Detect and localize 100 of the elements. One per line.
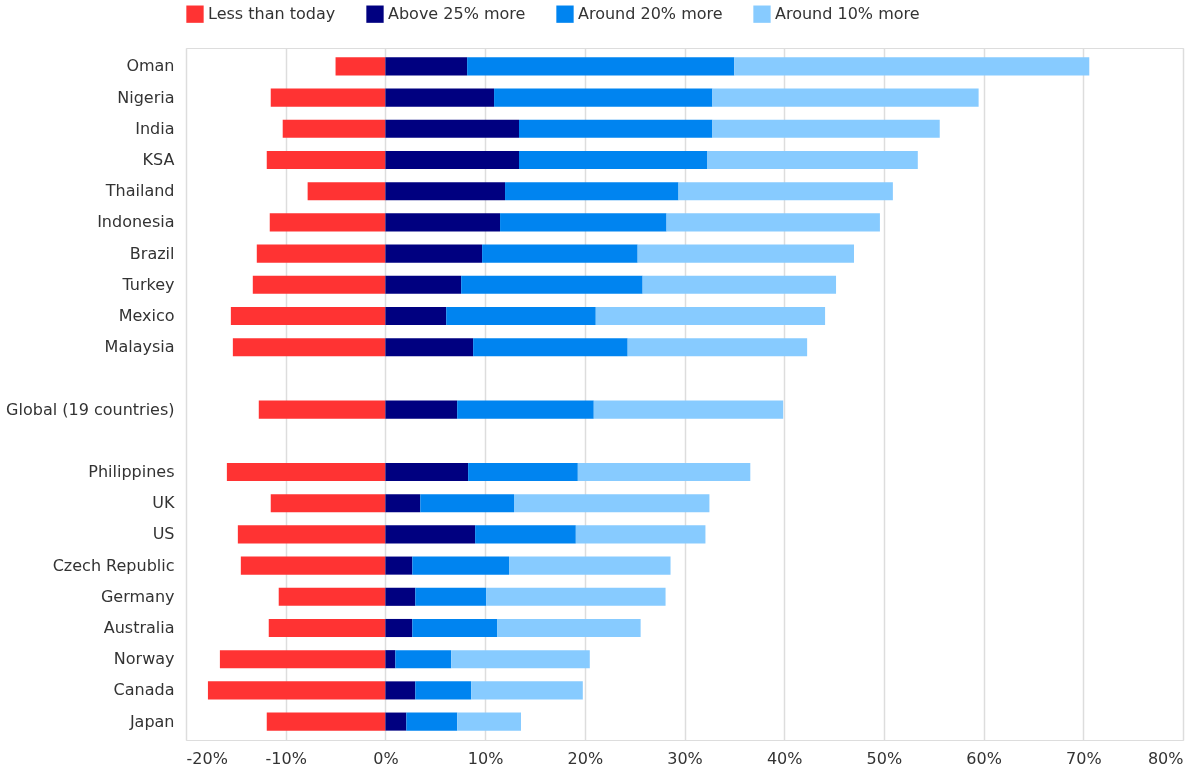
bar xyxy=(385,57,468,76)
bar xyxy=(269,213,386,232)
x-tick-label: 50% xyxy=(866,748,903,768)
bar xyxy=(593,400,784,419)
bar xyxy=(385,119,519,138)
bar xyxy=(637,244,854,263)
bar xyxy=(278,587,386,606)
bar xyxy=(219,650,386,669)
bar xyxy=(468,462,578,482)
x-tick-label: 10% xyxy=(467,748,504,768)
y-tick-label: Malaysia xyxy=(104,337,175,357)
x-tick-label: -10% xyxy=(265,748,307,768)
bar xyxy=(497,618,641,638)
bar xyxy=(451,650,590,669)
bar xyxy=(471,681,583,700)
bar xyxy=(666,213,880,232)
x-tick-label: 80% xyxy=(1147,748,1184,768)
bar xyxy=(270,88,386,107)
bar xyxy=(712,88,979,107)
bar xyxy=(678,182,893,201)
bar xyxy=(412,618,498,638)
bar xyxy=(519,119,713,138)
y-tick-label: Indonesia xyxy=(97,212,175,232)
y-tick-label: Australia xyxy=(103,617,175,637)
bar xyxy=(385,556,413,575)
bar xyxy=(240,556,386,575)
x-tick-label: 30% xyxy=(667,748,703,768)
bar xyxy=(385,618,413,638)
y-tick-label: UK xyxy=(152,493,176,513)
bar xyxy=(256,244,386,263)
bar xyxy=(270,494,386,513)
y-tick-label: Oman xyxy=(126,56,175,76)
bar xyxy=(505,182,679,201)
bar xyxy=(385,712,407,731)
bar xyxy=(266,150,386,170)
bar xyxy=(494,88,713,107)
y-tick-label: Philippines xyxy=(88,462,175,481)
y-tick-label: Mexico xyxy=(118,306,175,325)
bar xyxy=(258,400,386,419)
y-tick-label: Germany xyxy=(100,586,175,606)
legend-label: Around 20% more xyxy=(578,4,723,24)
x-tick-label: 60% xyxy=(966,748,1002,768)
bar xyxy=(461,275,643,294)
bar xyxy=(412,556,510,575)
bar xyxy=(406,712,458,731)
y-tick-label: Brazil xyxy=(129,243,175,263)
x-tick-label: 70% xyxy=(1066,748,1102,768)
bar xyxy=(415,587,487,606)
bar xyxy=(467,57,735,76)
bar xyxy=(577,462,751,482)
bar xyxy=(385,681,416,700)
bar xyxy=(482,244,638,263)
bar xyxy=(252,275,386,294)
x-tick-label: 0% xyxy=(373,748,399,768)
bar xyxy=(446,306,596,326)
y-tick-label: India xyxy=(135,118,175,138)
bar xyxy=(595,306,826,326)
y-tick-label: Global (19 countries) xyxy=(6,399,175,419)
bar xyxy=(457,712,521,731)
bar xyxy=(385,275,462,294)
y-tick-label: Norway xyxy=(113,649,175,669)
y-tick-label: US xyxy=(152,524,175,544)
bar xyxy=(385,338,474,357)
bar xyxy=(575,525,706,544)
y-tick-label: Nigeria xyxy=(117,87,175,107)
y-tick-label: KSA xyxy=(142,150,175,170)
bar xyxy=(420,494,515,513)
bar xyxy=(385,462,469,482)
bar xyxy=(473,338,628,357)
y-tick-label: Japan xyxy=(128,711,175,731)
legend-label: Less than today xyxy=(208,4,336,24)
bar xyxy=(268,618,386,638)
bar xyxy=(385,306,447,326)
bar xyxy=(385,525,476,544)
bar xyxy=(642,275,837,294)
y-tick-label: Thailand xyxy=(104,181,175,201)
bar xyxy=(230,306,386,326)
y-tick-label: Czech Republic xyxy=(52,555,175,575)
bar xyxy=(519,150,708,170)
bar xyxy=(335,57,386,76)
bar xyxy=(385,88,495,107)
legend-label: Above 25% more xyxy=(388,4,526,24)
bar xyxy=(475,525,576,544)
bar xyxy=(237,525,386,544)
bar xyxy=(707,150,918,170)
bar xyxy=(415,681,472,700)
bar xyxy=(385,150,519,170)
bar xyxy=(385,650,396,669)
bar xyxy=(307,182,386,201)
legend-label: Around 10% more xyxy=(775,4,920,24)
bar xyxy=(457,400,594,419)
x-tick-label: 40% xyxy=(766,748,803,768)
y-tick-label: Canada xyxy=(113,680,175,700)
y-tick-label: Turkey xyxy=(121,274,175,294)
x-tick-label: -20% xyxy=(186,748,228,768)
bar xyxy=(266,712,386,731)
bar xyxy=(207,681,386,700)
bar xyxy=(385,494,421,513)
bar xyxy=(282,119,386,138)
bar xyxy=(385,587,416,606)
